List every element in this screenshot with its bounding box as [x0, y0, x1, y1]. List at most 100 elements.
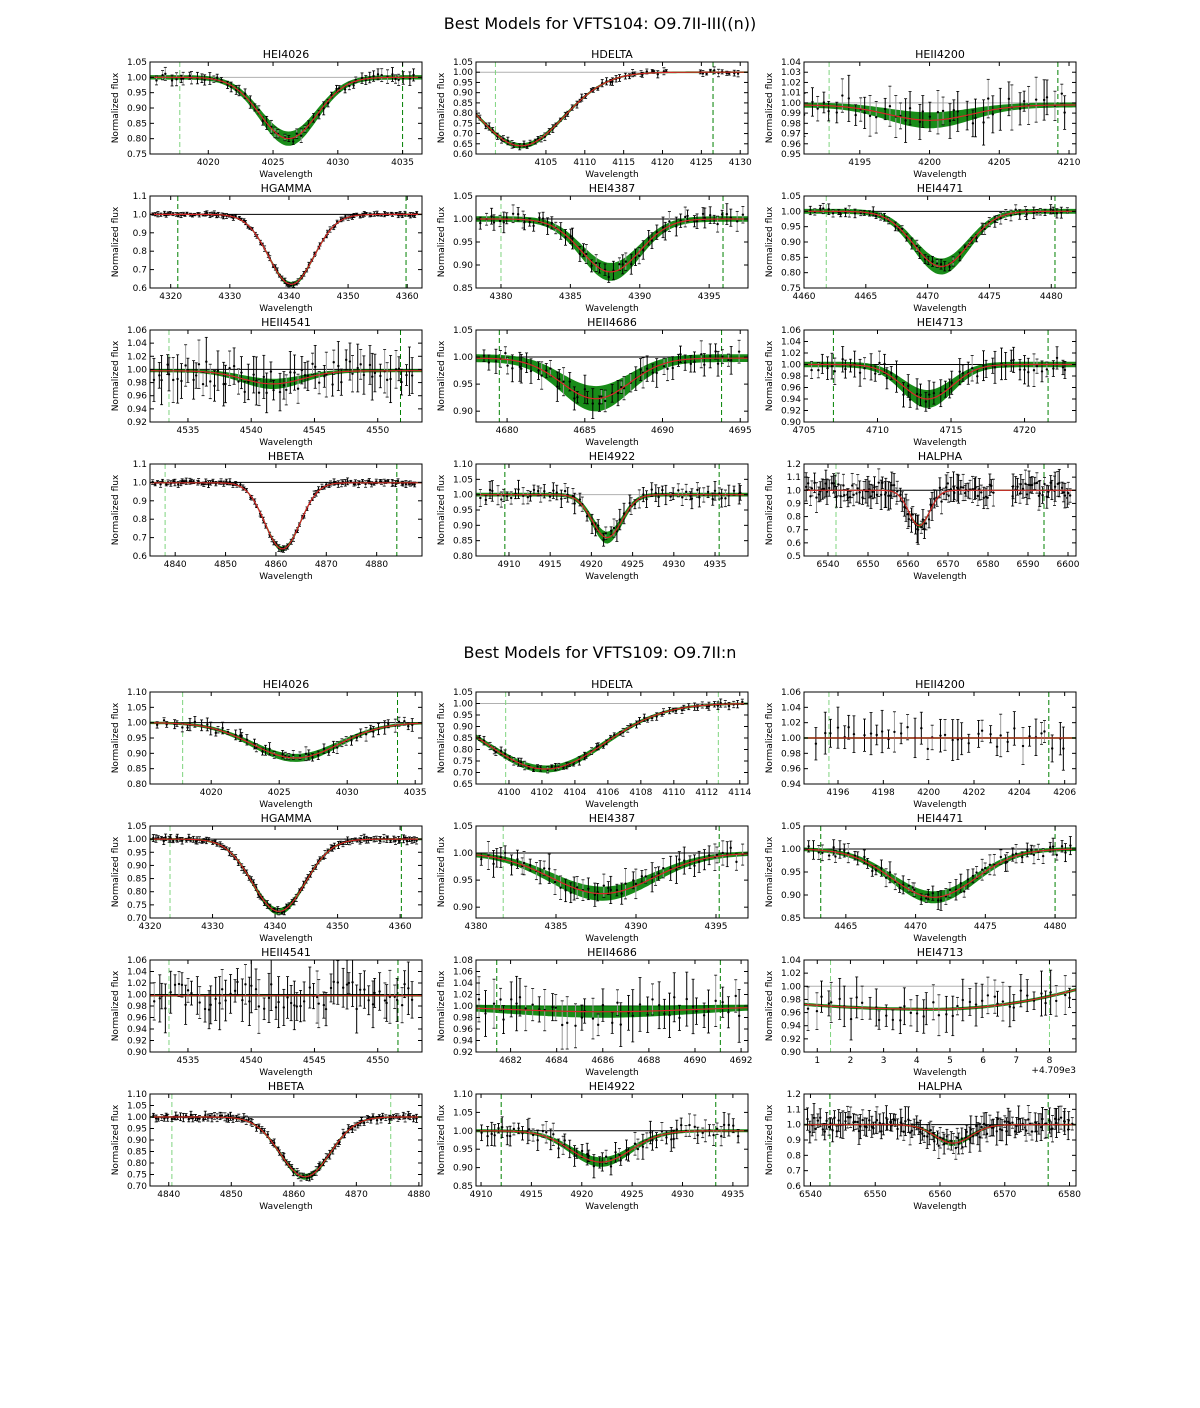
- data-point: [503, 851, 507, 855]
- data-point: [569, 891, 572, 894]
- x-axis-label: Wavelength: [585, 800, 638, 810]
- data-point: [550, 221, 554, 225]
- chart-svg: 4705 4710 4715 4720 0.900.92 0.940.96 0.981.00…: [765, 316, 1077, 448]
- data-point: [1012, 1006, 1015, 1009]
- data-point: [683, 859, 686, 862]
- data-point: [641, 1145, 645, 1148]
- data-point: [939, 899, 943, 902]
- data-point: [194, 374, 198, 377]
- data-point: [646, 718, 649, 722]
- y-tick-label: 1.05: [453, 822, 473, 832]
- data-point: [927, 893, 930, 896]
- data-point: [185, 480, 188, 483]
- data-point: [369, 727, 372, 730]
- data-point: [529, 494, 532, 498]
- data-point: [853, 854, 857, 857]
- x-tick-label: 4840: [164, 560, 187, 570]
- y-tick-label: 1.06: [781, 688, 801, 698]
- x-tick-label: 4935: [721, 1190, 744, 1200]
- data-point: [910, 1129, 914, 1132]
- best-model-line: [476, 1130, 748, 1163]
- data-point: [361, 480, 364, 483]
- data-point: [574, 1024, 577, 1028]
- data-point: [516, 858, 519, 861]
- data-point: [557, 1147, 560, 1150]
- data-point: [317, 1002, 320, 1005]
- y-tick-label: 0.6: [133, 284, 148, 294]
- data-point: [561, 1023, 564, 1027]
- y-tick-label: 1.00: [127, 73, 147, 83]
- data-point: [541, 1129, 545, 1133]
- data-point: [821, 851, 824, 855]
- data-point: [594, 261, 598, 265]
- data-point: [1038, 492, 1041, 495]
- data-point: [1053, 485, 1057, 488]
- data-point: [166, 363, 169, 366]
- x-tick-label: 4465: [834, 922, 857, 932]
- x-tick-label: 4350: [326, 922, 349, 932]
- x-tick-label: 4205: [988, 158, 1011, 168]
- data-point: [295, 1005, 299, 1008]
- x-tick-label: 4120: [651, 158, 674, 168]
- data-point: [675, 868, 678, 871]
- data-point: [267, 996, 271, 1000]
- data-point: [725, 212, 729, 216]
- data-point: [1045, 96, 1049, 99]
- data-point: [829, 1122, 832, 1125]
- data-point: [810, 368, 813, 372]
- data-point: [858, 371, 862, 374]
- data-point: [220, 1114, 224, 1117]
- x-tick-label: 4880: [407, 1190, 430, 1200]
- data-point: [332, 361, 335, 364]
- data-point: [181, 77, 185, 80]
- x-axis-label: Wavelength: [913, 170, 966, 180]
- panel-title: HEI4471: [917, 182, 963, 195]
- x-tick-label: 4195: [848, 158, 871, 168]
- data-point: [167, 373, 171, 376]
- chart-svg: 4535 4540 4545 4550 0.900.92 0.940.96 0.981.00…: [111, 946, 423, 1078]
- data-point: [364, 482, 367, 486]
- data-point: [1068, 494, 1072, 497]
- data-point: [670, 1138, 673, 1141]
- y-tick-label: 1.05: [127, 822, 147, 832]
- data-point: [522, 861, 526, 865]
- panel-title: HEI4713: [917, 946, 963, 959]
- data-point: [662, 867, 665, 870]
- y-tick-label: 0.92: [781, 1035, 801, 1045]
- data-point: [678, 1016, 681, 1020]
- y-tick-label: 1.05: [781, 192, 801, 202]
- data-point: [562, 766, 565, 769]
- data-point: [643, 716, 646, 719]
- x-tick-label: 4925: [621, 1190, 644, 1200]
- data-point: [346, 480, 349, 483]
- data-point: [944, 387, 947, 391]
- data-point: [715, 853, 719, 857]
- data-point: [609, 736, 612, 739]
- data-point: [693, 1125, 696, 1129]
- data-point: [415, 1117, 418, 1120]
- data-point: [838, 848, 842, 851]
- data-point: [620, 892, 623, 895]
- x-tick-label: 4330: [218, 292, 241, 302]
- data-point: [153, 1000, 156, 1003]
- data-point: [1042, 98, 1046, 102]
- y-tick-label: 1.00: [453, 215, 473, 225]
- data-point: [228, 367, 231, 370]
- data-point: [688, 1123, 691, 1127]
- data-point: [549, 367, 552, 370]
- data-point: [849, 1017, 853, 1021]
- data-point: [939, 263, 943, 266]
- data-point: [220, 988, 224, 991]
- data-point: [355, 1007, 358, 1011]
- x-tick-label: 4020: [197, 158, 220, 168]
- y-tick-label: 0.99: [781, 109, 801, 119]
- y-tick-label: 0.94: [127, 405, 147, 415]
- data-point: [410, 998, 414, 1002]
- data-point: [868, 1119, 871, 1122]
- x-axis-label: Wavelength: [259, 1068, 312, 1078]
- x-tick-label: 6590: [1017, 560, 1040, 570]
- data-point: [1040, 370, 1044, 373]
- data-point: [863, 111, 866, 115]
- data-point: [813, 481, 816, 485]
- data-point: [158, 374, 161, 377]
